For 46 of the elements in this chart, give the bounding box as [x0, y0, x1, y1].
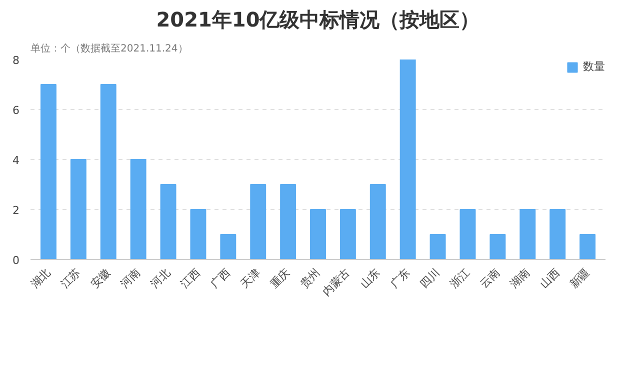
bar [160, 184, 176, 260]
bar [250, 184, 266, 260]
bar [220, 234, 236, 260]
bar [430, 234, 446, 260]
bar [490, 234, 506, 260]
bar [520, 209, 536, 260]
bar [370, 184, 386, 260]
x-tick-label: 山东 [358, 266, 382, 291]
x-tick-label: 云南 [478, 266, 502, 291]
bar [100, 84, 116, 260]
x-tick-label: 江西 [178, 266, 203, 291]
bar [190, 209, 206, 260]
y-tick-label: 2 [12, 204, 20, 217]
x-tick-label: 天津 [238, 266, 263, 291]
bar [130, 159, 146, 260]
x-tick-label: 新疆 [567, 266, 592, 291]
x-tick-label: 内蒙古 [320, 266, 353, 298]
x-tick-label: 广西 [208, 266, 233, 291]
bar [40, 84, 56, 260]
x-tick-label: 江苏 [58, 266, 84, 291]
legend-label: 数量 [583, 59, 605, 74]
x-tick-label: 河北 [148, 266, 173, 291]
x-tick-label: 山西 [537, 266, 562, 291]
bar [70, 159, 86, 260]
bar [550, 209, 566, 260]
x-tick-label: 广东 [388, 266, 412, 291]
x-tick-label: 贵州 [298, 266, 323, 291]
x-tick-label: 河南 [118, 266, 143, 291]
bar [280, 184, 296, 260]
y-tick-label: 6 [12, 104, 20, 117]
chart-title: 2021年10亿级中标情况（按地区） [156, 8, 480, 32]
bar [310, 209, 326, 260]
bar [340, 209, 356, 260]
x-tick-label: 湖北 [28, 266, 54, 291]
y-tick-label: 0 [12, 254, 20, 267]
x-tick-label: 湖南 [507, 266, 532, 291]
x-tick-label: 四川 [418, 266, 442, 291]
chart-subtitle: 单位：个（数据截至2021.11.24） [30, 42, 188, 54]
bar [460, 209, 476, 260]
x-tick-label: 安徽 [88, 266, 113, 291]
x-tick-label: 重庆 [268, 266, 293, 291]
x-tick-label: 浙江 [448, 266, 472, 291]
bar [400, 60, 416, 260]
y-tick-label: 4 [12, 154, 20, 167]
y-tick-label: 8 [12, 54, 20, 67]
bar [580, 234, 596, 260]
